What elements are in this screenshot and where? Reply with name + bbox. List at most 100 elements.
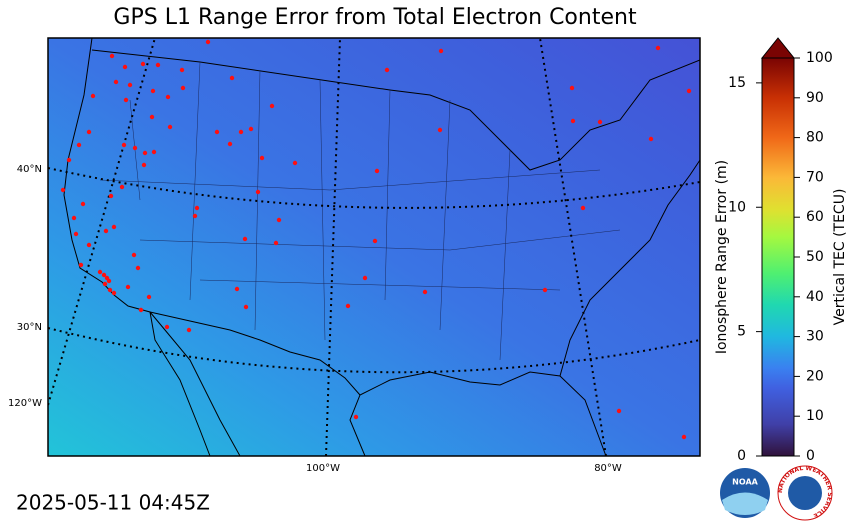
station [155,62,161,68]
station [438,48,444,54]
station [146,294,152,300]
coastline [63,38,700,456]
noaa-logo: NOAA [720,468,770,518]
station [234,286,240,292]
station [113,79,119,85]
nws-logo: NATIONAL WEATHER SERVICE [777,465,833,521]
left-tick-label: 5 [737,324,746,340]
station [372,238,378,244]
station [142,150,148,156]
lat-label: 30°N [17,322,42,333]
colorbar-body [761,57,795,457]
station [192,213,198,219]
station [597,119,603,125]
station [122,64,128,70]
station [273,240,279,246]
station [353,414,359,420]
station [141,162,147,168]
station [150,88,156,94]
station [101,272,107,278]
station [243,304,249,310]
station [227,141,233,147]
station [103,228,109,234]
title: GPS L1 Range Error from Total Electron C… [113,5,637,30]
left-tick-label: 0 [737,448,746,464]
right-tick-label: 10 [806,408,824,424]
station [97,269,103,275]
station [269,103,275,109]
station [384,67,390,73]
station [108,193,114,199]
station [119,184,125,190]
station [121,142,127,148]
station [542,287,548,293]
station [214,129,220,135]
right-tick-label: 0 [806,448,815,464]
station [123,97,129,103]
station [164,324,170,330]
station [138,307,144,313]
station [165,94,171,100]
us-canada-border [91,49,700,171]
noaa-wave [722,492,768,515]
station [179,67,185,73]
station [242,236,248,242]
station [648,136,654,142]
map-frame [47,37,701,457]
station [259,155,265,161]
station [616,408,622,414]
station [78,262,84,268]
lon-label: 120°W [8,398,42,409]
station [374,168,380,174]
right-tick-label: 60 [806,209,824,225]
station [362,275,368,281]
timestamp: 2025-05-11 04:45Z [16,491,210,515]
right-tick-label: 30 [806,329,824,345]
station [422,289,428,295]
right-tick-label: 90 [806,90,824,106]
station [135,265,141,271]
lon-label: 80°W [594,463,622,474]
colorbar-extend [760,37,796,59]
station [248,126,254,132]
station [437,127,443,133]
station [229,75,235,81]
colorbar [760,37,796,457]
right-tick-label: 50 [806,249,824,265]
left-axis-label: Ionosphere Range Error (m) [714,160,730,354]
station [167,124,173,130]
station [60,187,66,193]
station [580,205,586,211]
station [276,217,282,223]
station [238,129,244,135]
station [76,142,82,148]
station [111,290,117,296]
right-tick-label: 100 [806,50,833,66]
station [255,189,261,195]
lat-label: 40°N [17,164,42,175]
station [86,242,92,248]
right-tick-label: 80 [806,130,824,146]
right-tick-label: 20 [806,368,824,384]
station [180,85,186,91]
station [681,434,687,440]
station [205,39,211,45]
station [569,85,575,91]
station [292,160,298,166]
map-background [48,38,700,456]
station [345,303,351,309]
right-tick-label: 40 [806,289,824,305]
station [149,114,155,120]
station [686,88,692,94]
us-mexico-border [149,311,361,396]
left-tick-label: 15 [728,75,746,91]
lon-label: 100°W [306,463,340,474]
station [66,157,72,163]
station [131,252,137,258]
station [151,149,157,155]
left-tick-label: 10 [728,199,746,215]
station [655,45,661,51]
station [132,145,138,151]
station [127,82,133,88]
